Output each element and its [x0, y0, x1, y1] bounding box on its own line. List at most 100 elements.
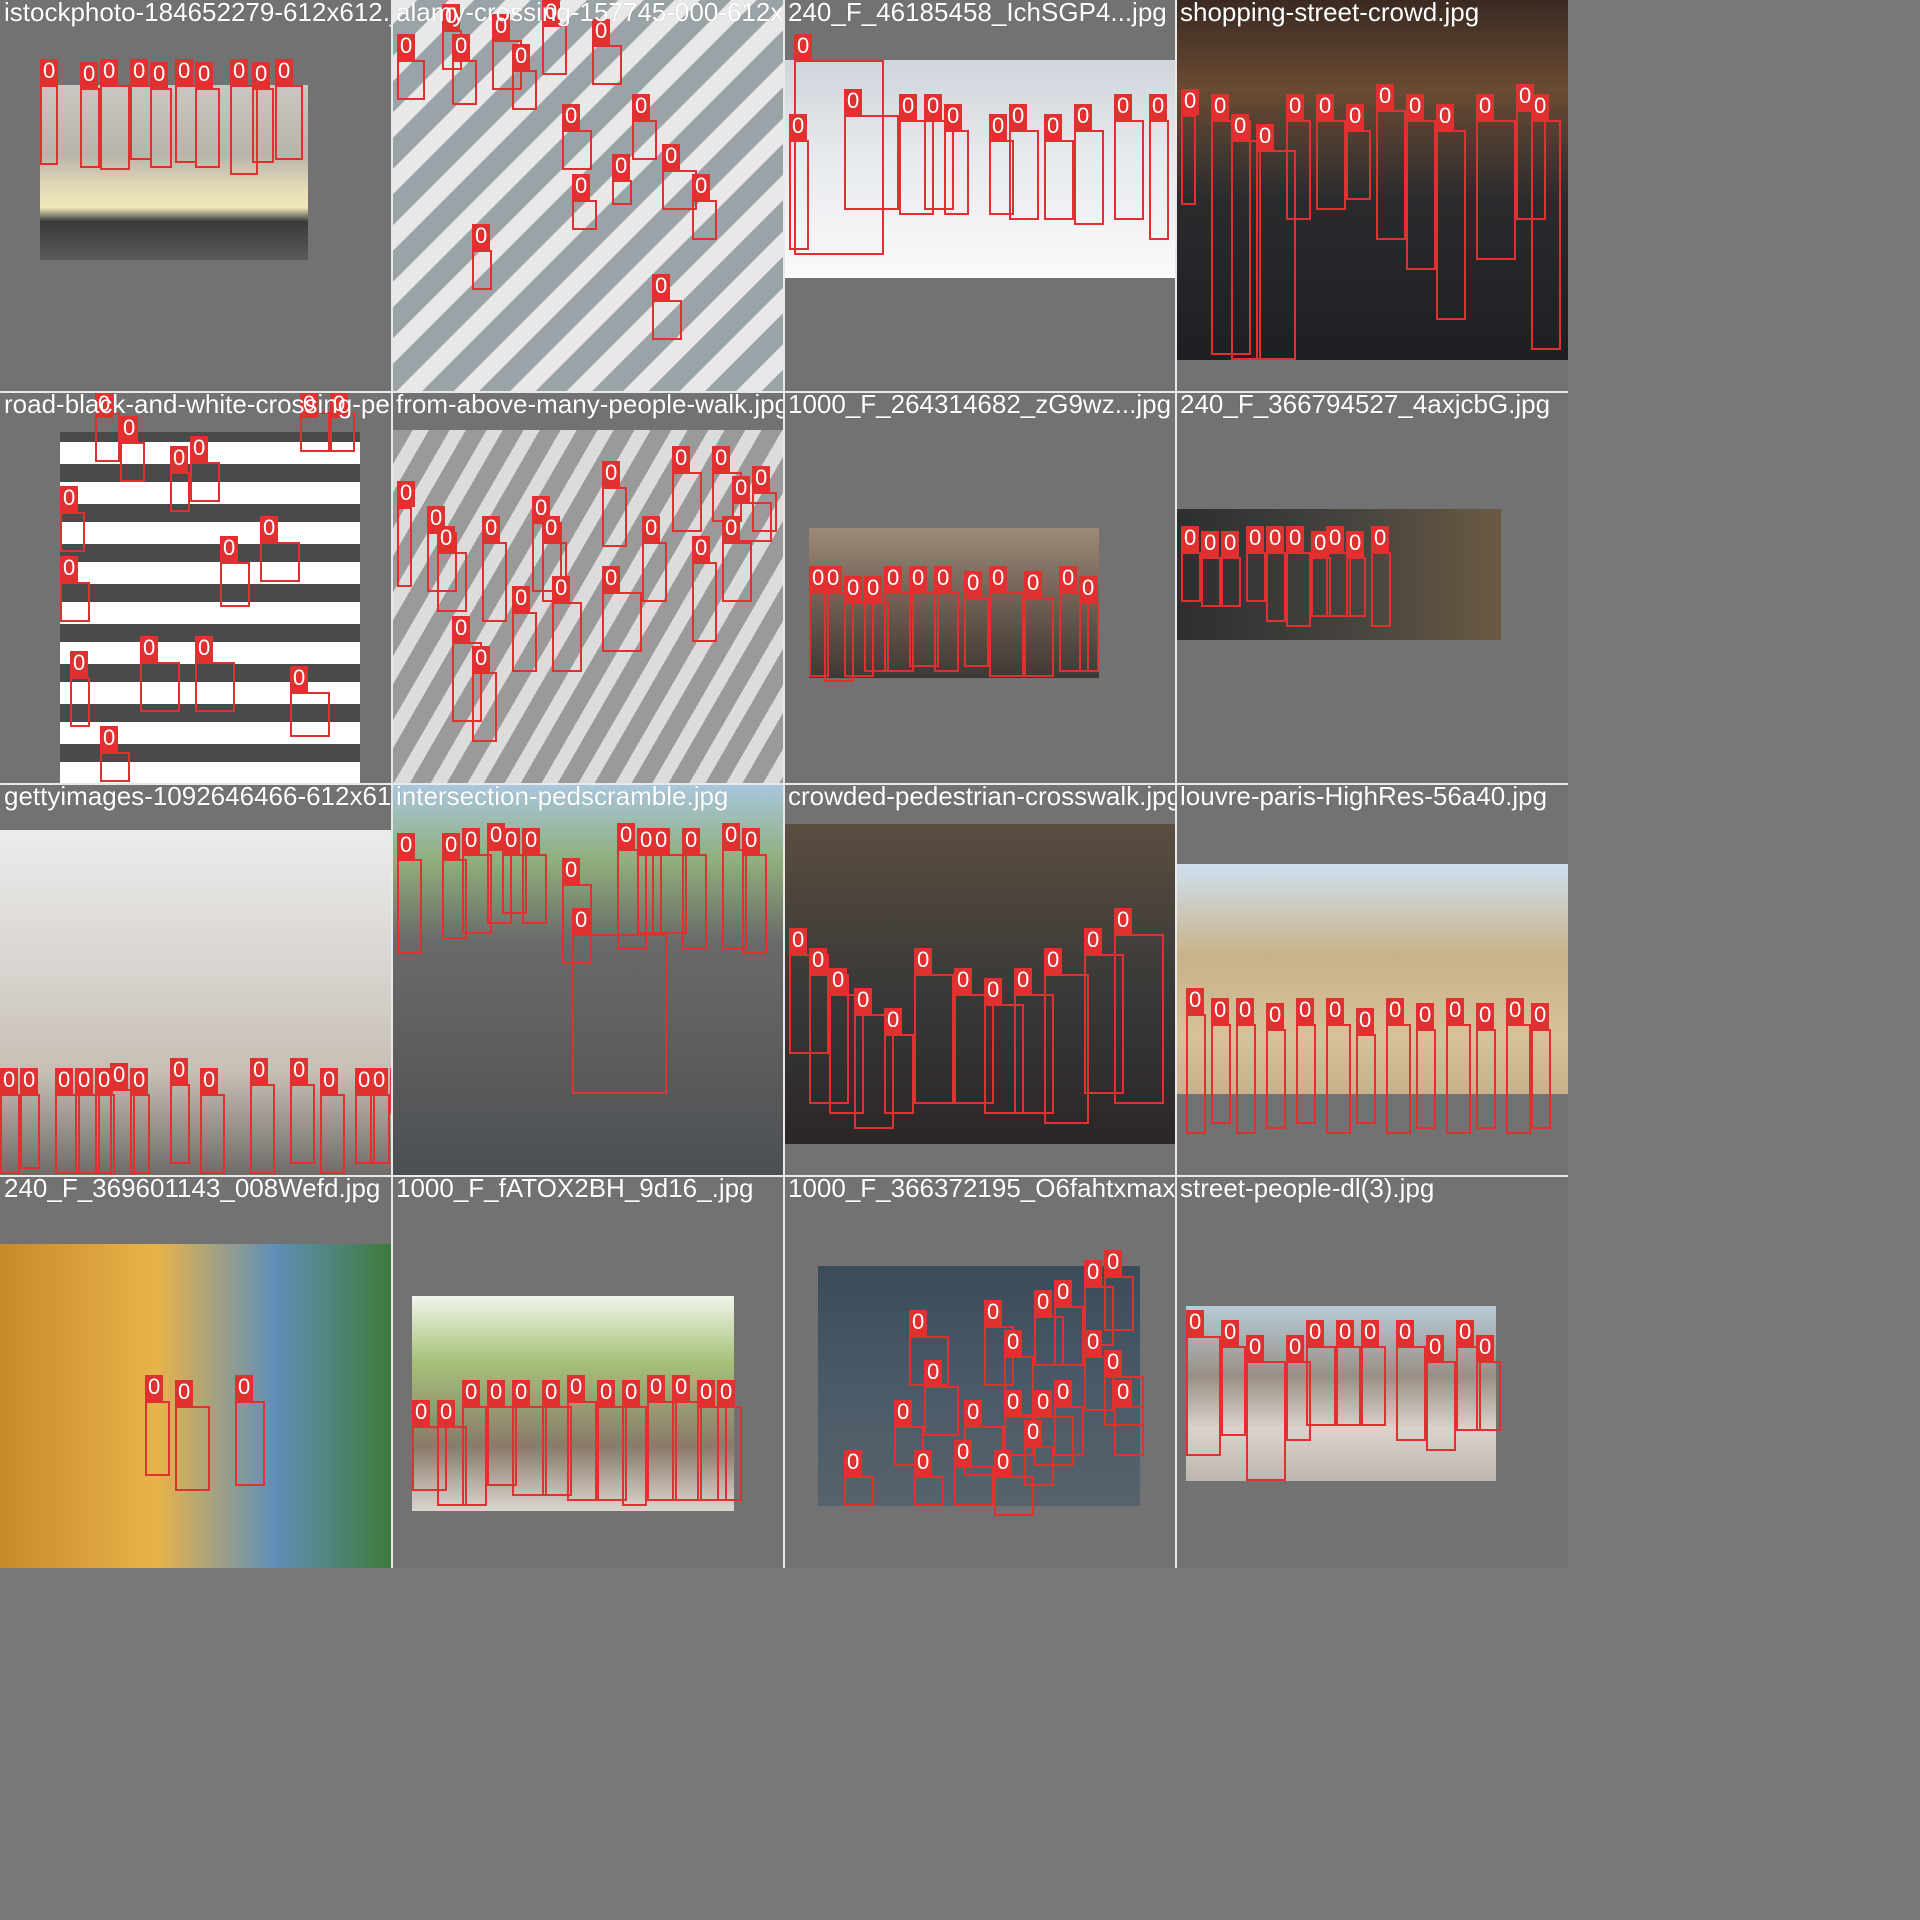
- person-bounding-box: [442, 859, 467, 939]
- class-label: 0: [1266, 1003, 1285, 1029]
- class-label: 0: [1114, 1380, 1133, 1406]
- class-label: 0: [1426, 1335, 1445, 1361]
- person-bounding-box: [944, 130, 969, 215]
- class-label: 0: [662, 144, 681, 170]
- class-label: 0: [1531, 94, 1550, 120]
- person-bounding-box: [100, 752, 130, 782]
- person-bounding-box: [1361, 1346, 1386, 1426]
- person-bounding-box: [472, 250, 492, 290]
- mosaic-tile: 0 0 0 0 0 0 0 0 0 0 0 0 240_F_46185458_IchSGP4...jpg: [784, 0, 1176, 392]
- class-label: 0: [437, 526, 456, 552]
- person-bounding-box: [924, 120, 954, 210]
- person-bounding-box: [682, 854, 707, 949]
- person-bounding-box: [1044, 140, 1074, 220]
- person-bounding-box: [452, 642, 482, 722]
- person-bounding-box: [844, 1476, 874, 1506]
- class-label: 0: [170, 1058, 189, 1084]
- class-label: 0: [1114, 94, 1133, 120]
- person-bounding-box: [397, 507, 412, 587]
- class-label: 0: [487, 1380, 506, 1406]
- class-label: 0: [914, 1450, 933, 1476]
- person-bounding-box: [300, 412, 330, 452]
- class-label: 0: [220, 536, 239, 562]
- class-label: 0: [252, 62, 271, 88]
- person-bounding-box: [602, 487, 627, 547]
- class-label: 0: [60, 556, 79, 582]
- person-bounding-box: [512, 1406, 547, 1496]
- person-bounding-box: [275, 85, 303, 160]
- class-label: 0: [195, 62, 214, 88]
- class-label: 0: [60, 486, 79, 512]
- person-bounding-box: [597, 1406, 627, 1501]
- person-bounding-box: [1186, 1336, 1221, 1456]
- mosaic-tile: 0 0 0 0 0 0 0 0 0 0 0 0 0 louvre-paris-HighRes-56a40.…: [1176, 784, 1568, 1176]
- class-label: 0: [1476, 1003, 1495, 1029]
- class-label: 0: [924, 1360, 943, 1386]
- person-bounding-box: [542, 25, 567, 75]
- class-label: 0: [1336, 1320, 1355, 1346]
- class-label: 0: [1356, 1008, 1375, 1034]
- person-bounding-box: [954, 994, 994, 1104]
- class-label: 0: [1506, 998, 1525, 1024]
- person-bounding-box: [884, 592, 914, 672]
- person-bounding-box: [1531, 120, 1561, 350]
- person-bounding-box: [397, 60, 425, 100]
- class-label: 0: [1371, 526, 1390, 552]
- person-bounding-box: [1009, 130, 1039, 220]
- class-label: 0: [75, 1068, 94, 1094]
- class-label: 0: [1074, 104, 1093, 130]
- class-label: 0: [492, 14, 511, 40]
- class-label: 0: [462, 828, 481, 854]
- person-bounding-box: [452, 60, 477, 105]
- class-label: 0: [1211, 94, 1230, 120]
- class-label: 0: [522, 828, 541, 854]
- person-bounding-box: [397, 859, 422, 954]
- class-label: 0: [442, 833, 461, 859]
- person-bounding-box: [884, 1034, 914, 1114]
- class-label: 0: [1104, 1250, 1123, 1276]
- person-bounding-box: [1246, 1361, 1286, 1481]
- class-label: 0: [622, 1380, 641, 1406]
- person-bounding-box: [95, 412, 120, 462]
- class-label: 0: [894, 1400, 913, 1426]
- class-label: 0: [924, 94, 943, 120]
- person-bounding-box: [789, 140, 809, 250]
- person-bounding-box: [697, 1406, 727, 1501]
- person-bounding-box: [100, 85, 130, 170]
- mosaic-grid: 0 0 0 0 0 0 0 0 0 0 istockphoto-184652279-612x612.…: [0, 0, 1568, 1568]
- person-bounding-box: [642, 542, 667, 602]
- class-label: 0: [130, 1068, 149, 1094]
- person-bounding-box: [512, 70, 537, 110]
- person-bounding-box: [924, 1386, 959, 1436]
- class-label: 0: [452, 616, 471, 642]
- class-label: 0: [370, 1068, 389, 1094]
- class-label: 0: [602, 566, 621, 592]
- person-bounding-box: [487, 1406, 517, 1486]
- class-label: 0: [1221, 1320, 1240, 1346]
- class-label: 0: [989, 114, 1008, 140]
- class-label: 0: [672, 1375, 691, 1401]
- mosaic-tile: 0 0 0 0 0 0 0 0 0 0 0 0 0 0 0 0 0 0 0 from-above-many-peopl…: [392, 392, 784, 784]
- mosaic-tile: 0 0 0 0 0 0 0 0 0 0 0 0 0 0 0 alamy-crossing-157745-000…: [392, 0, 784, 392]
- person-bounding-box: [1149, 120, 1169, 240]
- person-bounding-box: [612, 180, 632, 205]
- person-bounding-box: [1476, 1361, 1501, 1431]
- mosaic-tile: 0 0 0 0 0 0 0 0 0 0 0 0 0 1000_F_fATOX2BH_9d16_.jpg: [392, 1176, 784, 1568]
- person-bounding-box: [894, 1426, 924, 1466]
- person-bounding-box: [195, 88, 220, 168]
- class-label: 0: [95, 392, 114, 418]
- class-label: 0: [1286, 94, 1305, 120]
- class-label: 0: [1221, 531, 1240, 557]
- person-bounding-box: [140, 662, 180, 712]
- person-bounding-box: [572, 934, 667, 1094]
- class-label: 0: [597, 1380, 616, 1406]
- class-label: 0: [275, 59, 294, 85]
- class-label: 0: [175, 59, 194, 85]
- class-label: 0: [260, 516, 279, 542]
- class-label: 0: [692, 174, 711, 200]
- person-bounding-box: [1396, 1346, 1426, 1441]
- photo: [1176, 864, 1568, 1094]
- class-label: 0: [1149, 94, 1168, 120]
- mosaic-tile: 0 0 0 240_F_369601143_008Wefd.jpg: [0, 1176, 392, 1568]
- class-label: 0: [742, 828, 761, 854]
